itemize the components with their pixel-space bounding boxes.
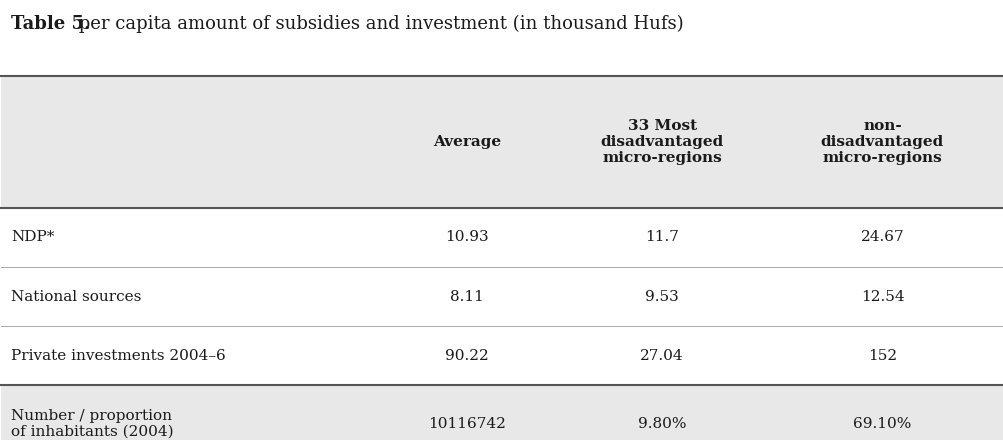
- Text: 24.67: 24.67: [860, 230, 904, 244]
- Bar: [1, 76, 1002, 208]
- Text: Table 5.: Table 5.: [11, 15, 91, 32]
- Text: National sources: National sources: [11, 289, 141, 304]
- Text: Number / proportion
of inhabitants (2004): Number / proportion of inhabitants (2004…: [11, 409, 174, 439]
- Text: 10116742: 10116742: [427, 417, 506, 431]
- Text: 9.80%: 9.80%: [637, 417, 686, 431]
- Text: 9.53: 9.53: [645, 289, 678, 304]
- Text: 10.93: 10.93: [444, 230, 488, 244]
- Bar: [1, 385, 1002, 444]
- Text: Private investments 2004–6: Private investments 2004–6: [11, 349, 226, 363]
- Text: 90.22: 90.22: [444, 349, 488, 363]
- Text: 69.10%: 69.10%: [853, 417, 911, 431]
- Text: 11.7: 11.7: [645, 230, 678, 244]
- Text: 8.11: 8.11: [449, 289, 483, 304]
- Text: 27.04: 27.04: [640, 349, 683, 363]
- Text: Average: Average: [432, 135, 500, 149]
- Text: NDP*: NDP*: [11, 230, 55, 244]
- Text: non-
disadvantaged
micro-regions: non- disadvantaged micro-regions: [820, 119, 943, 165]
- Text: 12.54: 12.54: [860, 289, 904, 304]
- Text: per capita amount of subsidies and investment (in thousand Hufs): per capita amount of subsidies and inves…: [73, 15, 683, 33]
- Text: 33 Most
disadvantaged
micro-regions: 33 Most disadvantaged micro-regions: [600, 119, 723, 165]
- Text: 152: 152: [867, 349, 896, 363]
